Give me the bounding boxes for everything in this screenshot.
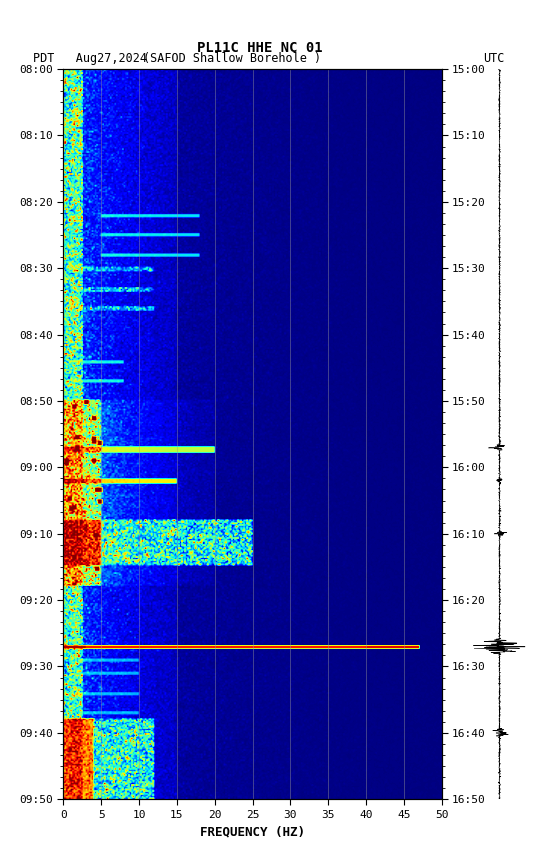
Text: PDT   Aug27,2024: PDT Aug27,2024 [33,52,147,66]
Text: PL11C HHE NC 01: PL11C HHE NC 01 [197,41,322,54]
X-axis label: FREQUENCY (HZ): FREQUENCY (HZ) [200,825,305,838]
Text: (SAFOD Shallow Borehole ): (SAFOD Shallow Borehole ) [143,52,321,66]
Text: UTC: UTC [484,52,505,66]
